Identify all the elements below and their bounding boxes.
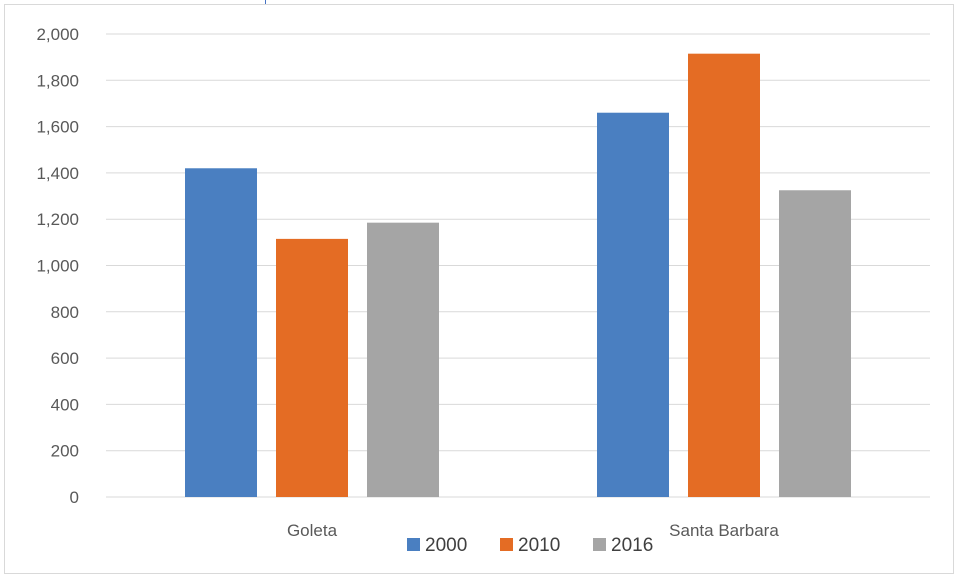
x-category-label: Goleta bbox=[287, 521, 338, 540]
y-axis-tick-labels: 0 200 400 600 800 1,000 1,200 1,400 1,600 1,800 2,… bbox=[36, 25, 79, 507]
y-tick-label: 1,400 bbox=[36, 164, 79, 183]
y-tick-label: 0 bbox=[70, 488, 79, 507]
top-edge-fragment bbox=[265, 0, 272, 4]
bar-2016-goleta bbox=[367, 222, 439, 498]
legend-swatch-2000 bbox=[407, 538, 420, 551]
y-tick-label: 1,600 bbox=[36, 118, 79, 137]
bar-2010-goleta bbox=[276, 238, 348, 497]
legend-swatch-2010 bbox=[500, 538, 513, 551]
y-tick-label: 1,200 bbox=[36, 210, 79, 229]
bar-2000-goleta bbox=[185, 168, 257, 497]
bar-2000-santa-barbara bbox=[597, 112, 669, 498]
y-tick-label: 600 bbox=[51, 349, 79, 368]
legend: 2000 2010 2016 bbox=[407, 535, 653, 556]
y-tick-label: 400 bbox=[51, 395, 79, 414]
legend-label: 2016 bbox=[611, 535, 653, 556]
legend-swatch-2016 bbox=[593, 538, 606, 551]
x-axis-category-labels: Goleta Santa Barbara bbox=[287, 521, 779, 540]
y-tick-label: 1,000 bbox=[36, 257, 79, 276]
y-tick-label: 1,800 bbox=[36, 71, 79, 90]
bars bbox=[185, 53, 851, 498]
x-category-label: Santa Barbara bbox=[669, 521, 779, 540]
legend-label: 2010 bbox=[518, 535, 560, 556]
y-tick-label: 800 bbox=[51, 303, 79, 322]
y-tick-label: 200 bbox=[51, 442, 79, 461]
bar-2010-santa-barbara bbox=[688, 53, 760, 498]
y-tick-label: 2,000 bbox=[36, 25, 79, 44]
bar-2016-santa-barbara bbox=[779, 190, 851, 497]
legend-label: 2000 bbox=[425, 535, 467, 556]
